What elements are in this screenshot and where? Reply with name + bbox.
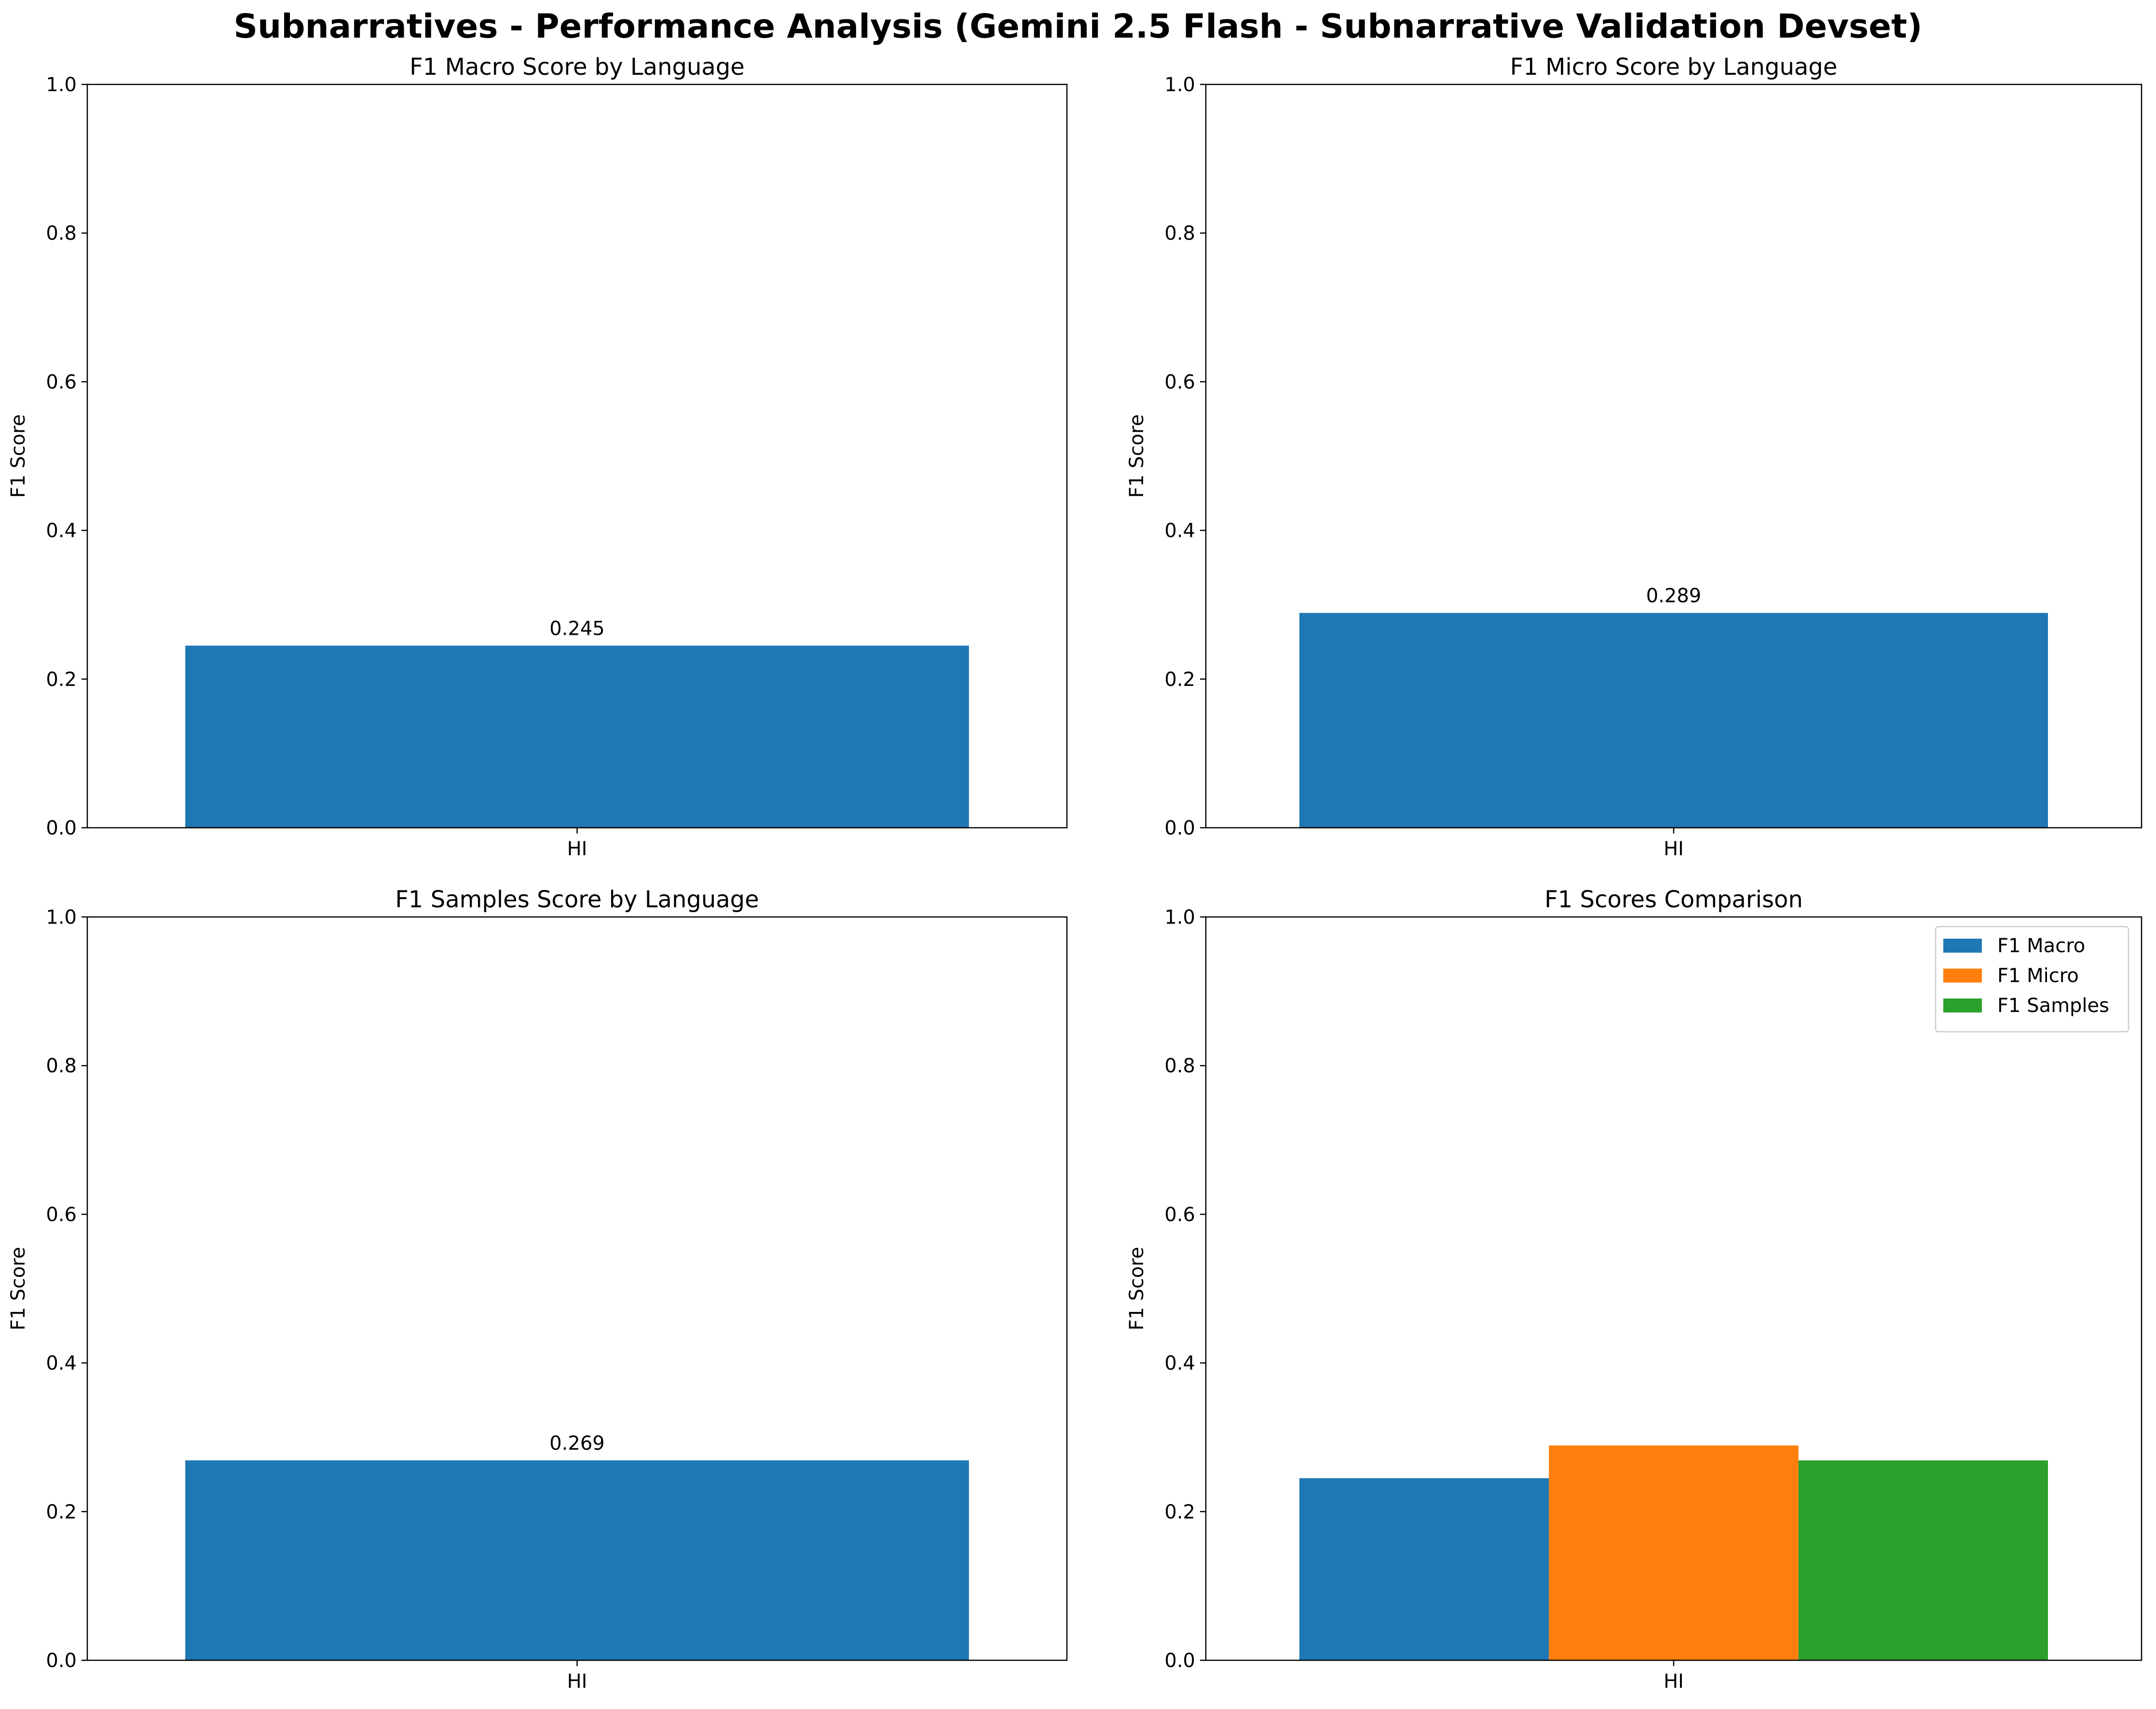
bar-f1-micro [1549,1445,1799,1660]
legend-label: F1 Micro [1997,965,2079,987]
subplot-title: F1 Scores Comparison [1544,886,1803,913]
y-tick-label: 0.0 [46,1650,77,1672]
axes-frame [1205,83,2142,829]
subplots: F1 Macro Score by Language F1 Score 0.0 0.2… [7,54,2142,1693]
subplot-title: F1 Macro Score by Language [409,54,745,81]
x-tick-label: HI [1664,838,1684,860]
legend-swatch [1943,998,1982,1012]
y-tick-label: 0.4 [46,1353,77,1375]
bar-f1-macro [1299,1478,1549,1660]
bar-value [185,1460,969,1660]
subplot-4: F1 Scores Comparison F1 Score 0.0 0.2 0.4 0.6… [1126,886,2142,1693]
legend-box [1935,926,2129,1033]
y-tick-label: 0.6 [46,1203,77,1226]
y-tick-label: 0.0 [1164,817,1195,839]
subplot-1: F1 Macro Score by Language F1 Score 0.0 0.2… [7,54,1068,860]
y-tick-label: 0.2 [46,1501,77,1523]
y-tick-label: 0.0 [1164,1650,1195,1672]
legend: F1 Macro F1 Micro F1 Samples [1935,926,2129,1033]
y-tick-label: 0.8 [1164,222,1195,245]
y-tick-label: 0.8 [46,1055,77,1077]
data-label: 0.245 [549,617,605,640]
subplot-2: F1 Micro Score by Language F1 Score 0.0 0.2… [1126,54,2142,860]
legend-swatch [1943,939,1982,953]
x-tick-label: HI [567,1670,587,1693]
axes-frame [86,916,1068,1661]
y-axis-label: F1 Score [7,414,29,498]
subplot-3: F1 Samples Score by Language F1 Score 0.0 0… [7,886,1068,1693]
bar-value [185,645,969,828]
bar-value [1299,613,2048,828]
subplot-title: F1 Micro Score by Language [1510,54,1838,81]
y-tick-label: 0.8 [1164,1055,1195,1077]
y-tick-label: 0.6 [46,371,77,393]
bar-f1-samples [1798,1460,2048,1660]
figure-title: Subnarratives - Performance Analysis (Ge… [233,7,1922,46]
axes-frame [86,83,1068,829]
y-tick-label: 1.0 [46,906,77,929]
y-tick-label: 0.4 [1164,1353,1195,1375]
y-axis-label: F1 Score [1126,414,1148,498]
subplot-title: F1 Samples Score by Language [395,886,759,913]
y-tick-label: 0.2 [46,669,77,691]
y-tick-label: 0.8 [46,222,77,245]
y-tick-label: 0.6 [1164,371,1195,393]
x-tick-label: HI [567,838,587,860]
y-tick-label: 0.4 [46,520,77,542]
y-axis-label: F1 Score [7,1247,29,1330]
x-tick-label: HI [1664,1670,1684,1693]
data-label: 0.269 [549,1432,605,1454]
legend-swatch [1943,969,1982,983]
y-tick-label: 0.2 [1164,1501,1195,1523]
y-tick-label: 0.2 [1164,669,1195,691]
data-label: 0.289 [1646,585,1702,607]
y-tick-label: 0.4 [1164,520,1195,542]
y-tick-label: 1.0 [46,74,77,96]
y-axis-label: F1 Score [1126,1247,1148,1330]
y-tick-label: 1.0 [1164,906,1195,929]
y-tick-label: 0.0 [46,817,77,839]
legend-label: F1 Samples [1997,995,2109,1017]
legend-label: F1 Macro [1997,935,2085,957]
y-tick-label: 0.6 [1164,1203,1195,1226]
y-tick-label: 1.0 [1164,74,1195,96]
axes-frame [1205,916,2142,1661]
